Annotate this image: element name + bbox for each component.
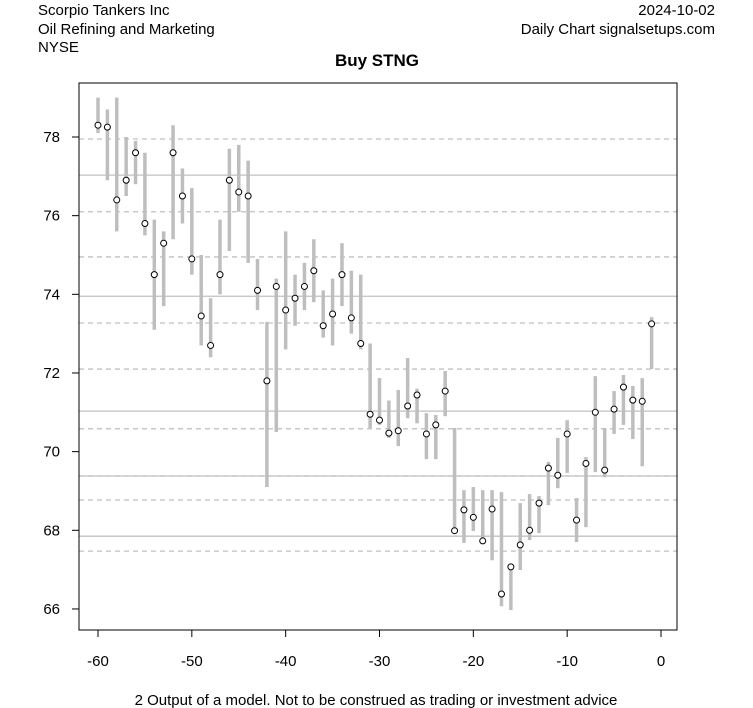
close-point [244,192,252,200]
close-point [197,312,205,320]
close-point [207,341,215,349]
y-tick-label: 76 [43,208,60,225]
close-point [619,383,627,391]
chart-title: Buy STNG [335,51,419,70]
close-point [507,563,515,571]
close-point [469,513,477,521]
close-point [563,430,571,438]
close-point [254,286,262,294]
close-point [319,322,327,330]
y-tick-label: 74 [43,286,60,303]
exchange-label: NYSE [38,39,79,56]
close-point [526,526,534,534]
close-point [169,149,177,157]
close-point [591,408,599,416]
close-point [338,271,346,279]
close-point [150,271,158,279]
close-point [113,196,121,204]
close-point [385,429,393,437]
close-point [291,294,299,302]
close-point [300,282,308,290]
close-point [554,471,562,479]
y-tick-label: 68 [43,522,60,539]
disclaimer: 2 Output of a model. Not to be construed… [135,692,618,708]
close-point [516,541,524,549]
close-point [441,387,449,395]
close-point [629,396,637,404]
x-tick-label: -40 [275,653,297,670]
close-point [310,267,318,275]
close-point [272,282,280,290]
close-point [94,121,102,129]
x-tick-label: -10 [556,653,578,670]
plot-frame [78,82,678,631]
close-point [188,255,196,263]
close-point [582,459,590,467]
close-point [282,306,290,314]
x-tick-label: 0 [657,653,665,670]
close-point [178,192,186,200]
close-point [122,176,130,184]
chart-source: Daily Chart signalsetups.com [520,21,715,38]
close-point [601,466,609,474]
close-point [451,527,459,535]
close-point [460,506,468,514]
close-point [638,397,646,405]
y-tick-label: 66 [43,601,60,618]
close-point [160,239,168,247]
close-point [432,421,440,429]
sector-label: Oil Refining and Marketing [38,21,215,38]
close-point [413,391,421,399]
close-point [479,537,487,545]
close-point [329,310,337,318]
y-tick-label: 78 [43,129,60,146]
close-point [404,402,412,410]
close-point [376,416,383,424]
close-point [235,188,243,196]
y-tick-label: 72 [43,365,60,382]
x-tick-label: -60 [87,653,109,670]
close-point [573,516,581,524]
close-point [366,410,374,418]
close-point [422,430,430,438]
close-point [535,499,543,507]
close-point [488,505,496,513]
close-point [141,220,149,228]
close-point [497,590,505,598]
close-point [132,149,140,157]
close-point [347,314,355,322]
close-point [357,339,365,347]
close-point [610,405,618,413]
company-name: Scorpio Tankers Inc [38,2,170,19]
close-point [263,377,271,385]
close-point [103,123,111,131]
close-point [225,176,233,184]
y-tick-label: 70 [43,444,60,461]
close-point [648,320,656,328]
x-tick-label: -30 [369,653,391,670]
close-point [216,271,224,279]
close-point [544,464,552,472]
close-point [394,427,402,435]
x-tick-label: -50 [181,653,203,670]
chart-date: 2024-10-02 [638,2,715,19]
x-tick-label: -20 [462,653,484,670]
